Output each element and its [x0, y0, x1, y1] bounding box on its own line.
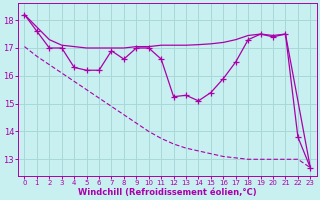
X-axis label: Windchill (Refroidissement éolien,°C): Windchill (Refroidissement éolien,°C) [78, 188, 257, 197]
